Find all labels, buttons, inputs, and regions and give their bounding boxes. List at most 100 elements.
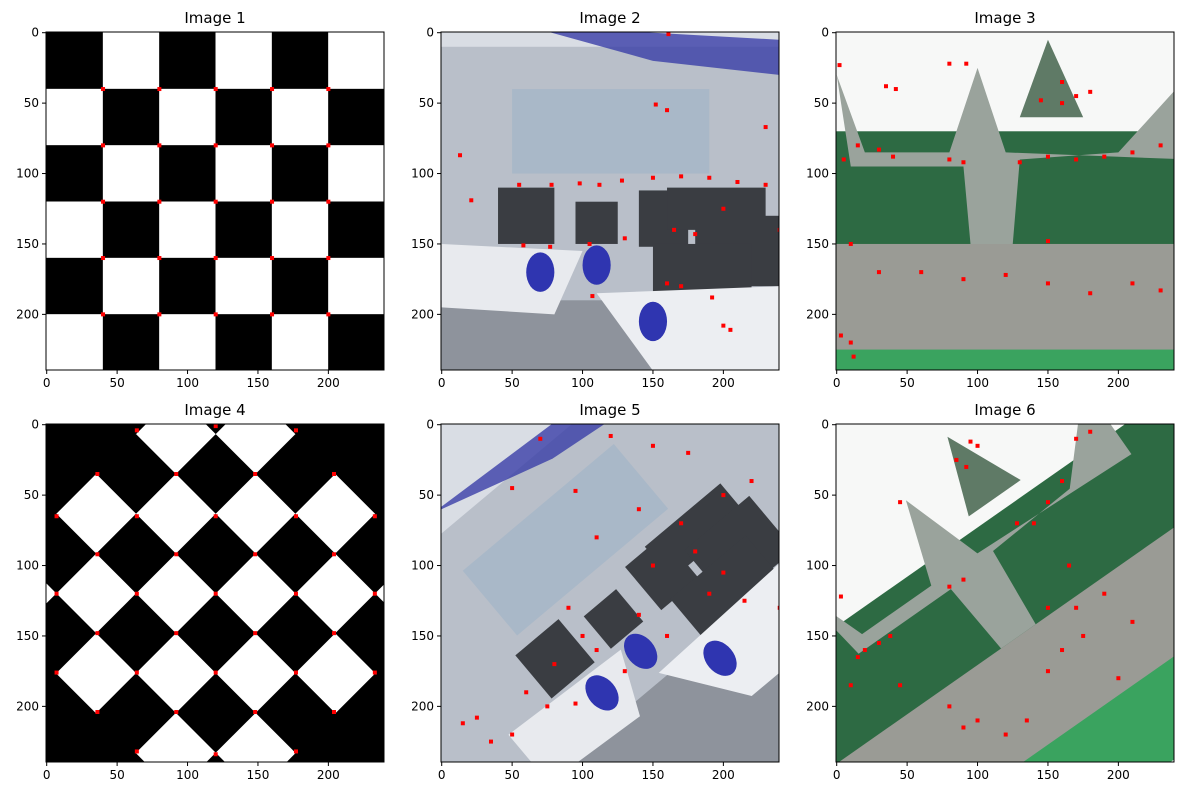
corner-point bbox=[460, 721, 465, 726]
corner-point bbox=[521, 243, 526, 248]
corner-point bbox=[134, 670, 139, 675]
x-tick-label: 150 bbox=[642, 768, 665, 782]
corner-point bbox=[474, 715, 479, 720]
corner-point bbox=[898, 683, 903, 688]
corner-point bbox=[517, 182, 522, 187]
y-tick-label: 200 bbox=[411, 307, 434, 321]
x-tick-label: 200 bbox=[1107, 768, 1130, 782]
y-tick-label: 100 bbox=[16, 167, 39, 181]
x-tick-label: 50 bbox=[899, 768, 914, 782]
y-tick-label: 50 bbox=[419, 488, 434, 502]
subplot: Image 6 0 50 100 150 200 0 50 100 150 200 bbox=[806, 401, 1175, 782]
corner-point bbox=[947, 584, 952, 589]
corner-point bbox=[577, 181, 582, 186]
corner-point bbox=[573, 701, 578, 706]
corner-point bbox=[838, 333, 843, 338]
corner-point bbox=[174, 552, 179, 557]
corner-point bbox=[594, 535, 599, 540]
corner-point bbox=[876, 640, 881, 645]
corner-point bbox=[763, 182, 768, 187]
corner-point bbox=[101, 256, 106, 261]
corner-point bbox=[326, 256, 331, 261]
corner-point bbox=[679, 284, 684, 289]
corner-point bbox=[1074, 94, 1079, 99]
corner-point bbox=[1102, 591, 1107, 596]
corner-point bbox=[293, 514, 298, 519]
y-tick-label: 150 bbox=[16, 237, 39, 251]
y-tick-label: 50 bbox=[814, 488, 829, 502]
corner-point bbox=[101, 199, 106, 204]
corner-point bbox=[947, 704, 952, 709]
corner-point bbox=[549, 182, 554, 187]
corner-point bbox=[95, 631, 100, 636]
subplot-title: Image 5 bbox=[579, 401, 640, 419]
corner-point bbox=[1158, 288, 1163, 293]
corner-point bbox=[594, 648, 599, 653]
corner-point bbox=[947, 61, 952, 66]
corner-point bbox=[855, 655, 860, 660]
corner-point bbox=[679, 521, 684, 526]
subplot-title: Image 6 bbox=[974, 401, 1035, 419]
corner-point bbox=[213, 256, 218, 261]
corner-point bbox=[54, 514, 59, 519]
corner-point bbox=[855, 143, 860, 148]
corner-point bbox=[1045, 669, 1050, 674]
corner-point bbox=[848, 683, 853, 688]
y-tick-label: 200 bbox=[16, 699, 39, 713]
corner-point bbox=[862, 648, 867, 653]
x-tick-label: 0 bbox=[833, 376, 841, 390]
corner-point bbox=[270, 199, 275, 204]
image bbox=[836, 32, 1174, 370]
corner-point bbox=[587, 241, 592, 246]
corner-point bbox=[848, 241, 853, 246]
corner-point bbox=[573, 488, 578, 493]
x-tick-label: 0 bbox=[833, 768, 841, 782]
corner-point bbox=[1060, 648, 1065, 653]
y-tick-label: 0 bbox=[31, 26, 39, 40]
corner-point bbox=[469, 198, 474, 203]
corner-point bbox=[777, 227, 779, 232]
subplot: Image 4 0 50 100 150 200 0 50 100 150 200 bbox=[16, 401, 385, 782]
axes-frame bbox=[45, 423, 385, 763]
corner-point bbox=[837, 63, 842, 68]
corner-point bbox=[893, 87, 898, 92]
corner-point bbox=[326, 312, 331, 317]
corner-point bbox=[1003, 732, 1008, 737]
corner-point bbox=[1116, 676, 1121, 681]
corner-point bbox=[1074, 605, 1079, 610]
corner-point bbox=[548, 244, 553, 249]
corner-point bbox=[174, 471, 179, 476]
corner-point bbox=[524, 690, 529, 695]
corner-point bbox=[101, 143, 106, 148]
corner-point bbox=[213, 312, 218, 317]
y-tick-label: 100 bbox=[411, 559, 434, 573]
corner-point bbox=[372, 514, 377, 519]
corner-point bbox=[721, 206, 726, 211]
y-tick-label: 50 bbox=[24, 488, 39, 502]
y-tick-label: 50 bbox=[24, 96, 39, 110]
corner-point bbox=[891, 154, 896, 159]
corner-point bbox=[253, 471, 258, 476]
x-tick-label: 0 bbox=[438, 376, 446, 390]
corner-point bbox=[538, 436, 543, 441]
corner-point bbox=[1088, 291, 1093, 296]
corner-point bbox=[622, 236, 627, 241]
corner-point bbox=[270, 143, 275, 148]
corner-point bbox=[95, 471, 100, 476]
corner-point bbox=[666, 32, 671, 37]
x-tick-label: 100 bbox=[966, 768, 989, 782]
corner-point bbox=[707, 175, 712, 180]
x-tick-label: 0 bbox=[43, 768, 51, 782]
x-tick-label: 100 bbox=[966, 376, 989, 390]
corner-point bbox=[213, 87, 218, 92]
axes-frame bbox=[440, 423, 780, 763]
corner-point bbox=[888, 633, 893, 638]
corner-point bbox=[101, 87, 106, 92]
corner-point bbox=[332, 631, 337, 636]
corner-point bbox=[735, 179, 740, 184]
corner-point bbox=[134, 514, 139, 519]
y-tick-label: 0 bbox=[821, 26, 829, 40]
corner-point bbox=[1038, 98, 1043, 103]
